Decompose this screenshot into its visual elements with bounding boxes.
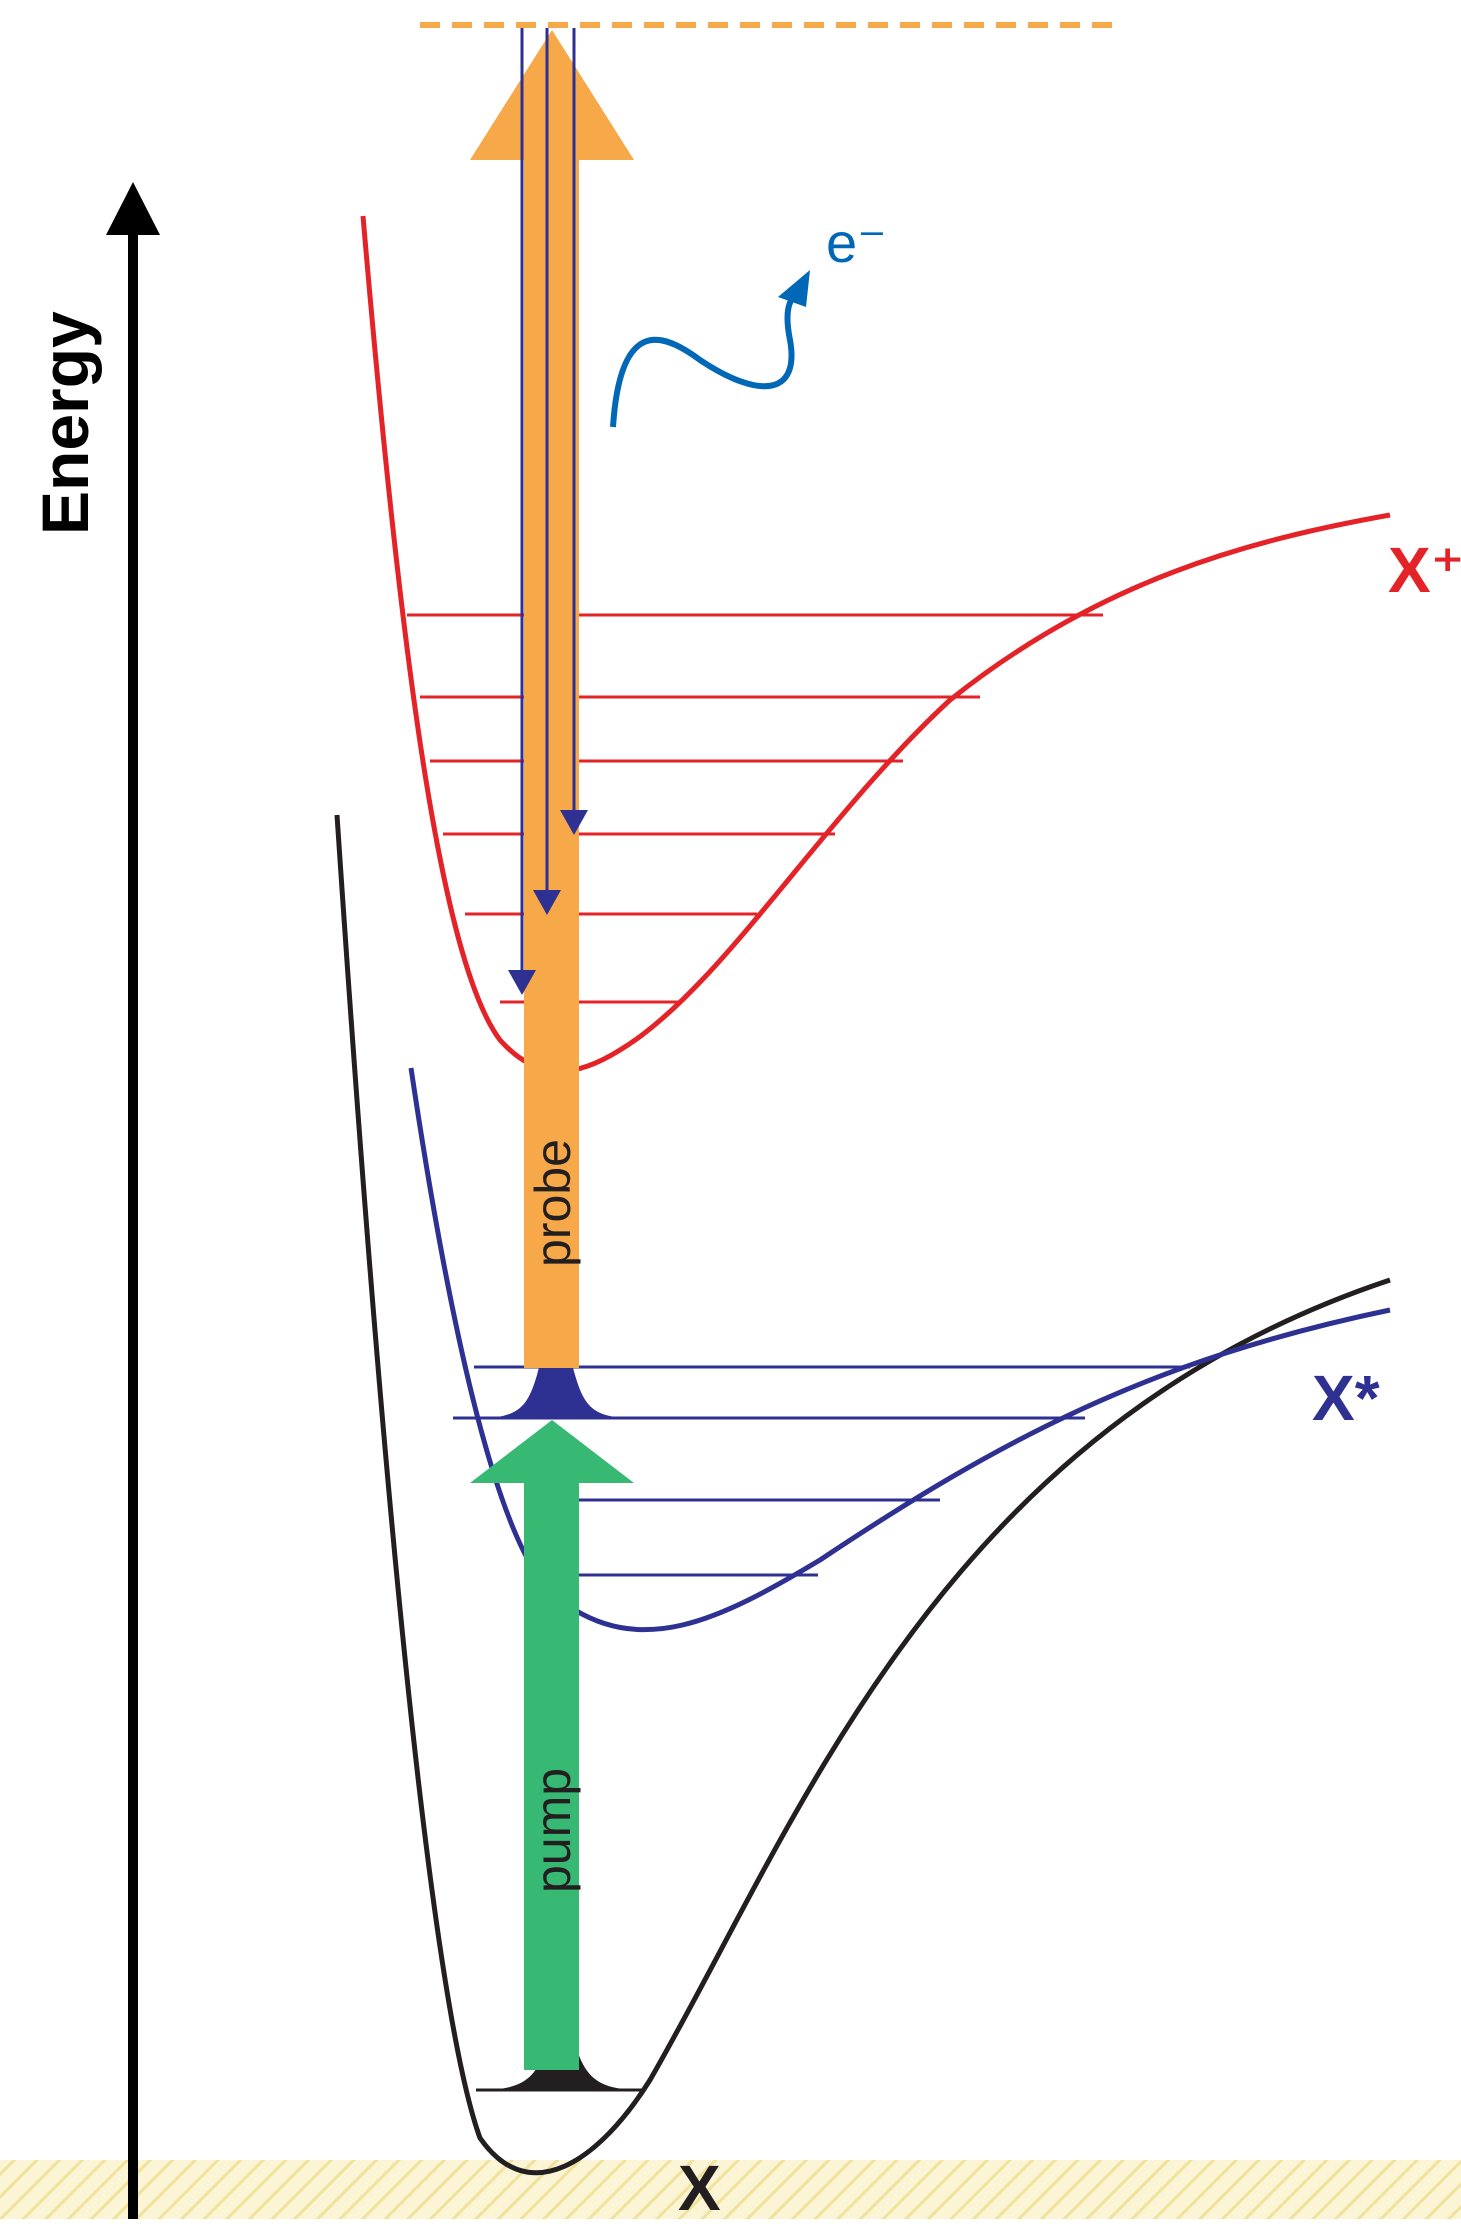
ion-state-label: X⁺ (1388, 534, 1461, 606)
transition-arrows (508, 28, 588, 995)
pump-label: pump (525, 1768, 581, 1893)
energy-axis-label: Energy (28, 311, 102, 535)
pump-beam (470, 1420, 634, 2070)
ground-hatch (0, 2160, 1461, 2219)
excited-state-curve (408, 1067, 1391, 1633)
ion-state-curve (360, 215, 1391, 1074)
ground-state-label: X (678, 2152, 721, 2219)
probe-label: probe (525, 1139, 581, 1267)
photoelectron-arrowhead (778, 270, 810, 307)
ground-state-curve (334, 814, 1391, 2176)
energy-axis (106, 182, 160, 2219)
electron-label: e⁻ (826, 211, 887, 274)
excited-wavepacket (480, 1328, 632, 1418)
probe-beam (470, 30, 634, 1368)
excited-state-label: X* (1312, 1362, 1380, 1434)
ion-vibrational-levels (407, 613, 1103, 1004)
photoelectron-path (610, 292, 798, 428)
